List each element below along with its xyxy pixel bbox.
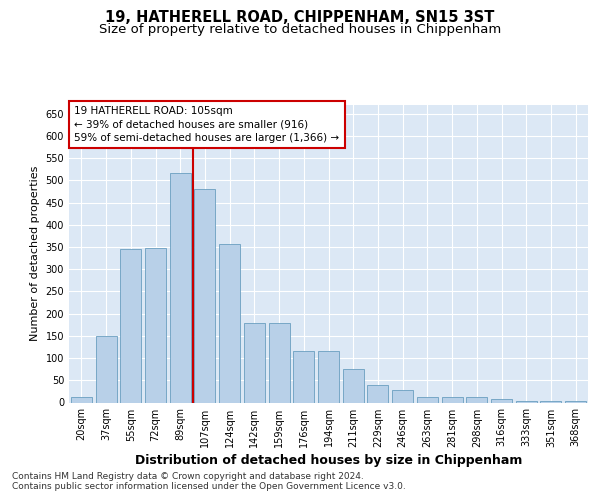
Bar xyxy=(95,336,116,402)
Bar xyxy=(318,351,339,403)
Bar xyxy=(219,244,240,402)
Text: 19 HATHERELL ROAD: 105sqm
← 39% of detached houses are smaller (916)
59% of semi: 19 HATHERELL ROAD: 105sqm ← 39% of detac… xyxy=(74,106,340,143)
Bar xyxy=(244,323,265,402)
Bar xyxy=(442,396,463,402)
Bar xyxy=(565,401,586,402)
Bar xyxy=(269,323,290,402)
Bar xyxy=(71,396,92,402)
Bar xyxy=(516,400,537,402)
Text: 19, HATHERELL ROAD, CHIPPENHAM, SN15 3ST: 19, HATHERELL ROAD, CHIPPENHAM, SN15 3ST xyxy=(106,10,494,25)
Bar xyxy=(120,249,141,402)
Bar xyxy=(343,369,364,402)
Bar xyxy=(491,400,512,402)
Bar xyxy=(466,397,487,402)
Text: Contains HM Land Registry data © Crown copyright and database right 2024.: Contains HM Land Registry data © Crown c… xyxy=(12,472,364,481)
Text: Size of property relative to detached houses in Chippenham: Size of property relative to detached ho… xyxy=(99,22,501,36)
Bar xyxy=(194,189,215,402)
Bar xyxy=(293,351,314,403)
Bar xyxy=(170,174,191,402)
Bar xyxy=(367,385,388,402)
X-axis label: Distribution of detached houses by size in Chippenham: Distribution of detached houses by size … xyxy=(135,454,522,466)
Bar xyxy=(145,248,166,402)
Bar xyxy=(392,390,413,402)
Text: Contains public sector information licensed under the Open Government Licence v3: Contains public sector information licen… xyxy=(12,482,406,491)
Bar xyxy=(417,397,438,402)
Bar xyxy=(541,401,562,402)
Y-axis label: Number of detached properties: Number of detached properties xyxy=(30,166,40,342)
